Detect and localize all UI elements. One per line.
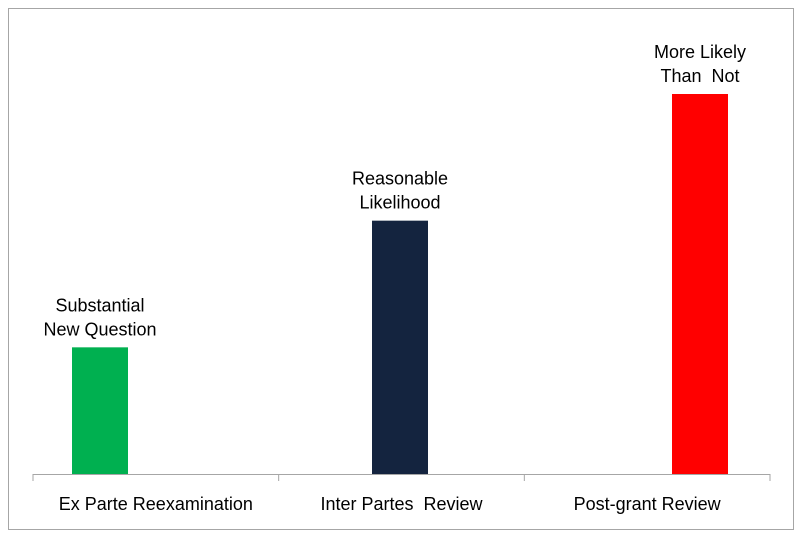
bar-label: More Likely bbox=[654, 42, 746, 62]
bar bbox=[672, 94, 728, 474]
bar bbox=[72, 347, 128, 474]
bar-label: New Question bbox=[43, 319, 156, 339]
bar-label: Likelihood bbox=[359, 193, 440, 213]
bar-label: Substantial bbox=[55, 295, 144, 315]
bar-label: Reasonable bbox=[352, 169, 448, 189]
x-tick-label: Post-grant Review bbox=[574, 494, 722, 514]
x-tick-label: Ex Parte Reexamination bbox=[59, 494, 253, 514]
bar-label: Than Not bbox=[660, 66, 739, 86]
bar bbox=[372, 220, 428, 474]
x-tick-label: Inter Partes Review bbox=[320, 494, 483, 514]
